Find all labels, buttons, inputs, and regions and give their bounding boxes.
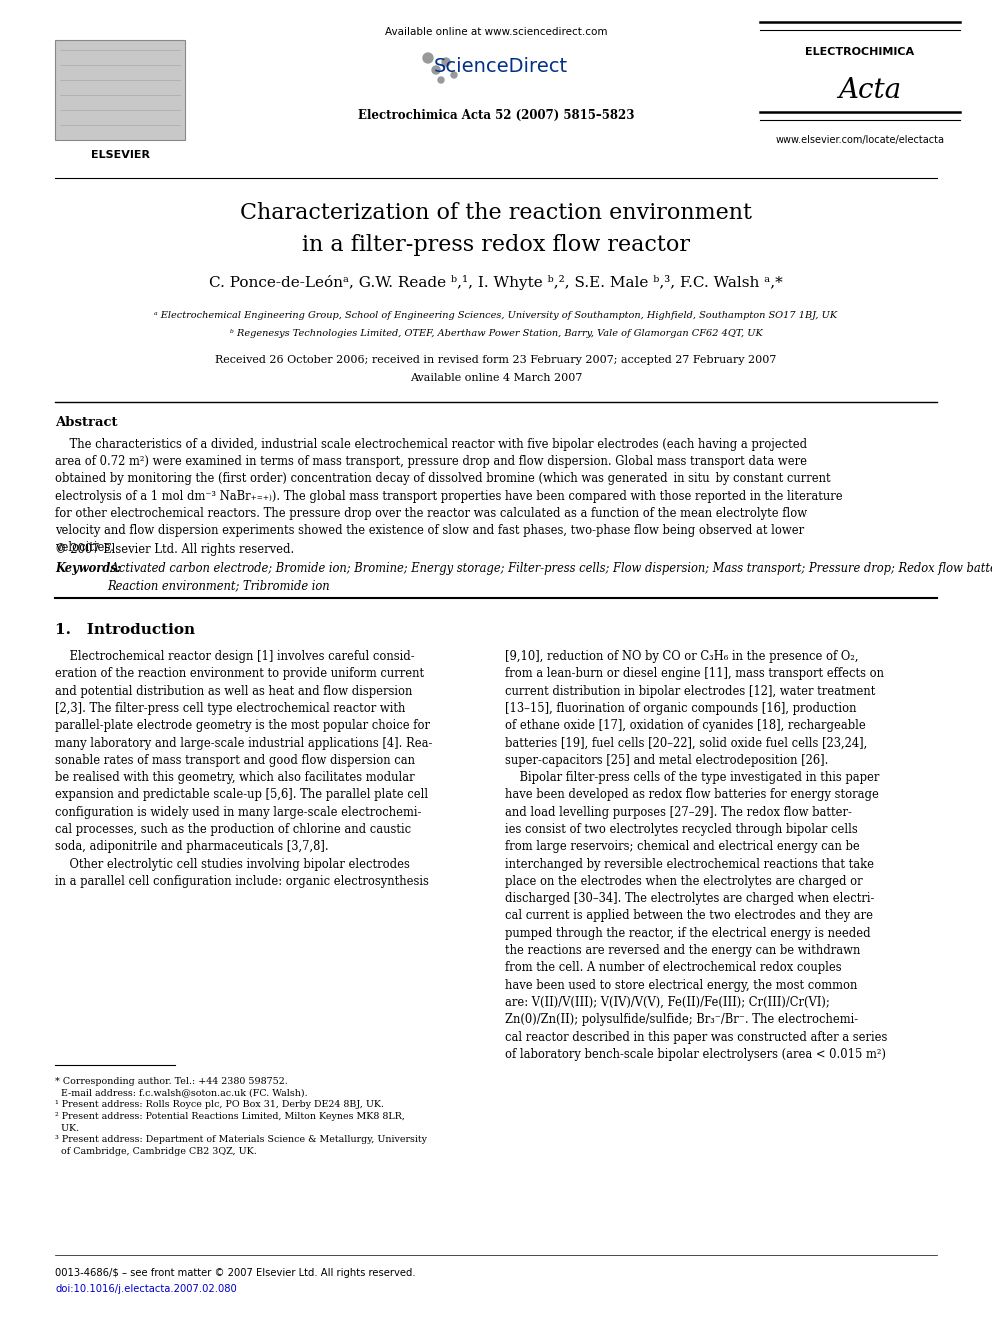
Text: doi:10.1016/j.electacta.2007.02.080: doi:10.1016/j.electacta.2007.02.080 [55, 1285, 237, 1294]
Bar [55, 40, 185, 140]
Text: in a filter-press redox flow reactor: in a filter-press redox flow reactor [302, 234, 690, 255]
Text: Received 26 October 2006; received in revised form 23 February 2007; accepted 27: Received 26 October 2006; received in re… [215, 355, 777, 365]
Text: ScienceDirect: ScienceDirect [434, 57, 568, 77]
Text: Available online 4 March 2007: Available online 4 March 2007 [410, 373, 582, 382]
Text: © 2007 Elsevier Ltd. All rights reserved.: © 2007 Elsevier Ltd. All rights reserved… [55, 542, 295, 556]
Text: ᵃ Electrochemical Engineering Group, School of Engineering Sciences, University : ᵃ Electrochemical Engineering Group, Sch… [155, 311, 837, 319]
Text: * Corresponding author. Tel.: +44 2380 598752.
  E-mail address: f.c.walsh@soton: * Corresponding author. Tel.: +44 2380 5… [55, 1077, 427, 1156]
Circle shape [432, 66, 440, 74]
Text: 1.   Introduction: 1. Introduction [55, 623, 195, 636]
Circle shape [438, 77, 444, 83]
Text: Electrochemical reactor design [1] involves careful consid-
eration of the react: Electrochemical reactor design [1] invol… [55, 650, 433, 888]
Text: C. Ponce-de-Leónᵃ, G.W. Reade ᵇ,¹, I. Whyte ᵇ,², S.E. Male ᵇ,³, F.C. Walsh ᵃ,*: C. Ponce-de-Leónᵃ, G.W. Reade ᵇ,¹, I. Wh… [209, 275, 783, 291]
Text: ELECTROCHIMICA: ELECTROCHIMICA [806, 48, 915, 57]
Circle shape [451, 71, 457, 78]
Text: Characterization of the reaction environment: Characterization of the reaction environ… [240, 202, 752, 224]
Text: [9,10], reduction of NO by CO or C₃H₆ in the presence of O₂,
from a lean-burn or: [9,10], reduction of NO by CO or C₃H₆ in… [505, 650, 888, 1061]
Text: The characteristics of a divided, industrial scale electrochemical reactor with : The characteristics of a divided, indust… [55, 438, 842, 554]
Text: Abstract: Abstract [55, 415, 117, 429]
Text: Keywords:: Keywords: [55, 562, 121, 576]
Circle shape [423, 53, 433, 64]
Text: 0013-4686/$ – see front matter © 2007 Elsevier Ltd. All rights reserved.: 0013-4686/$ – see front matter © 2007 El… [55, 1267, 416, 1278]
Text: ELSEVIER: ELSEVIER [90, 149, 150, 160]
Text: Electrochimica Acta 52 (2007) 5815–5823: Electrochimica Acta 52 (2007) 5815–5823 [358, 108, 634, 122]
Text: Activated carbon electrode; Bromide ion; Bromine; Energy storage; Filter-press c: Activated carbon electrode; Bromide ion;… [107, 562, 992, 593]
Text: www.elsevier.com/locate/electacta: www.elsevier.com/locate/electacta [776, 135, 944, 146]
Text: ᵇ Regenesys Technologies Limited, OTEF, Aberthaw Power Station, Barry, Vale of G: ᵇ Regenesys Technologies Limited, OTEF, … [229, 328, 763, 337]
Text: Acta: Acta [838, 77, 902, 103]
Circle shape [442, 58, 450, 66]
Text: Available online at www.sciencedirect.com: Available online at www.sciencedirect.co… [385, 26, 607, 37]
